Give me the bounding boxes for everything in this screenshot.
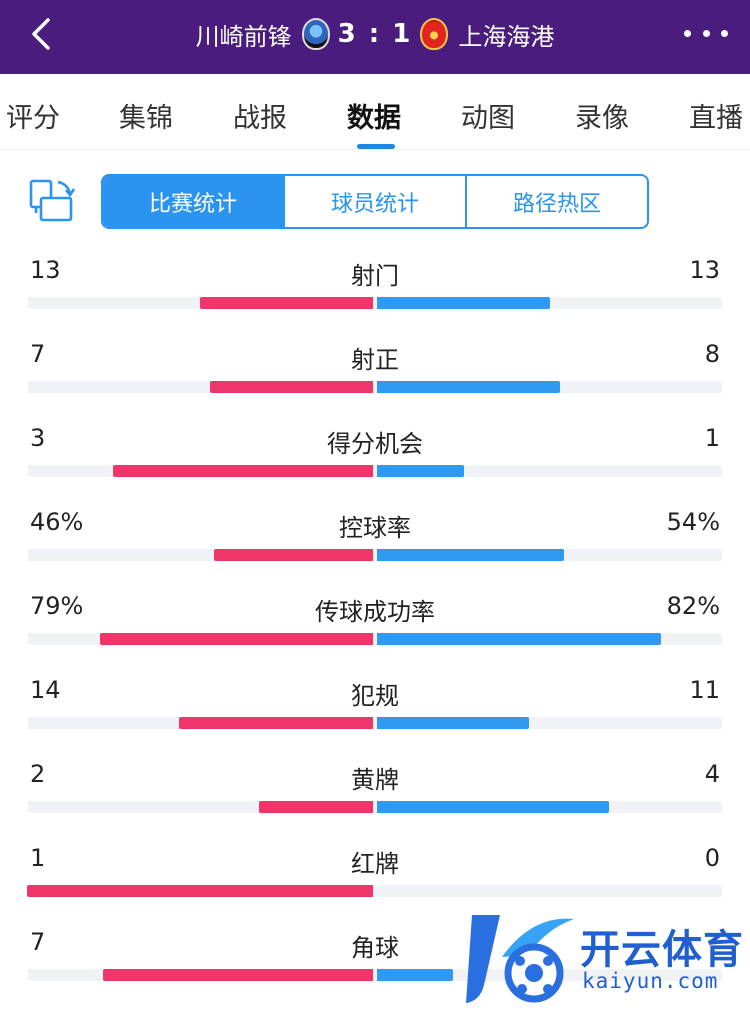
home-bar bbox=[214, 549, 373, 561]
tab-report[interactable]: 战报 bbox=[233, 103, 287, 134]
match-header: 川崎前锋 3 : 1 上海海港 bbox=[0, 0, 750, 74]
home-value: 46% bbox=[30, 508, 84, 536]
home-bar bbox=[179, 717, 373, 729]
segment-player-stats[interactable]: 球员统计 bbox=[283, 176, 465, 227]
home-value: 7 bbox=[30, 340, 46, 368]
stat-row: 46% 控球率 54% bbox=[0, 508, 750, 592]
away-bar bbox=[377, 717, 529, 729]
back-button[interactable] bbox=[22, 14, 62, 54]
away-value: 54% bbox=[666, 508, 720, 536]
away-bar bbox=[377, 549, 564, 561]
away-team-logo bbox=[420, 18, 449, 50]
tab-live[interactable]: 直播 bbox=[689, 103, 743, 134]
tab-highlights[interactable]: 集锦 bbox=[119, 103, 173, 134]
away-team-name: 上海海港 bbox=[458, 22, 555, 51]
home-bar bbox=[27, 885, 373, 897]
stat-row: 13 射门 13 bbox=[0, 256, 750, 340]
tab-replay[interactable]: 录像 bbox=[575, 103, 629, 134]
away-value: 8 bbox=[704, 340, 720, 368]
watermark-brand: 开云体育 bbox=[580, 927, 744, 973]
stat-name: 黄牌 bbox=[351, 766, 399, 794]
stat-row: 79% 传球成功率 82% bbox=[0, 592, 750, 676]
home-bar bbox=[100, 633, 373, 645]
away-value: 1 bbox=[704, 424, 720, 452]
chevron-left-icon bbox=[32, 18, 50, 50]
away-bar bbox=[377, 633, 661, 645]
stat-track bbox=[28, 801, 722, 813]
away-bar bbox=[377, 969, 453, 981]
away-bar bbox=[377, 297, 550, 309]
kaiyun-logo-icon bbox=[466, 915, 574, 1003]
stat-name: 红牌 bbox=[351, 850, 399, 878]
away-bar bbox=[377, 801, 609, 813]
home-value: 1 bbox=[30, 844, 46, 872]
tab-rating[interactable]: 评分 bbox=[6, 103, 60, 134]
stat-row: 3 得分机会 1 bbox=[0, 424, 750, 508]
home-value: 79% bbox=[30, 592, 84, 620]
stat-row: 1 红牌 0 bbox=[0, 844, 750, 928]
home-team-logo bbox=[301, 18, 330, 50]
brand-watermark: 开云体育 kaiyun.com bbox=[462, 905, 750, 1012]
stat-row: 2 黄牌 4 bbox=[0, 760, 750, 844]
home-bar bbox=[113, 465, 373, 477]
stat-track bbox=[28, 549, 722, 561]
tab-bar: 评分 集锦 战报 数据 动图 录像 直播 bbox=[0, 74, 750, 150]
home-value: 2 bbox=[30, 760, 46, 788]
stat-name: 传球成功率 bbox=[315, 598, 435, 626]
tab-data[interactable]: 数据 bbox=[347, 103, 401, 134]
home-bar bbox=[103, 969, 373, 981]
switch-view-button[interactable] bbox=[28, 178, 76, 224]
home-bar bbox=[210, 381, 373, 393]
match-score: 3 : 1 bbox=[337, 19, 413, 49]
home-bar bbox=[200, 297, 373, 309]
away-value: 13 bbox=[689, 256, 720, 284]
away-value: 11 bbox=[689, 676, 720, 704]
match-summary: 川崎前锋 3 : 1 上海海港 bbox=[0, 14, 750, 54]
stats-segmented-control: 比赛统计 球员统计 路径热区 bbox=[101, 174, 649, 229]
stat-track bbox=[28, 297, 722, 309]
stat-row: 7 射正 8 bbox=[0, 340, 750, 424]
home-value: 13 bbox=[30, 256, 61, 284]
home-value: 14 bbox=[30, 676, 61, 704]
away-value: 0 bbox=[704, 844, 720, 872]
more-dots-icon bbox=[684, 29, 691, 37]
segment-heat-map[interactable]: 路径热区 bbox=[465, 176, 647, 227]
stat-name: 犯规 bbox=[351, 682, 399, 710]
stat-name: 射门 bbox=[351, 262, 399, 290]
stat-name: 射正 bbox=[351, 346, 399, 374]
home-value: 3 bbox=[30, 424, 46, 452]
home-bar bbox=[259, 801, 373, 813]
home-team-name: 川崎前锋 bbox=[195, 22, 292, 51]
tab-gifs[interactable]: 动图 bbox=[461, 103, 515, 134]
away-value: 82% bbox=[666, 592, 720, 620]
more-options-button[interactable] bbox=[684, 18, 728, 48]
active-tab-indicator bbox=[357, 144, 395, 149]
stat-name: 控球率 bbox=[339, 514, 411, 542]
watermark-url: kaiyun.com bbox=[582, 969, 719, 993]
stat-track bbox=[28, 717, 722, 729]
switch-screen-icon bbox=[29, 179, 76, 222]
segment-match-stats[interactable]: 比赛统计 bbox=[103, 176, 283, 227]
home-value: 7 bbox=[30, 928, 46, 956]
away-bar bbox=[377, 465, 464, 477]
stat-name: 角球 bbox=[351, 934, 399, 962]
away-value: 4 bbox=[704, 760, 720, 788]
stat-row: 14 犯规 11 bbox=[0, 676, 750, 760]
away-bar bbox=[377, 381, 560, 393]
stat-track bbox=[28, 381, 722, 393]
stat-name: 得分机会 bbox=[327, 430, 423, 458]
